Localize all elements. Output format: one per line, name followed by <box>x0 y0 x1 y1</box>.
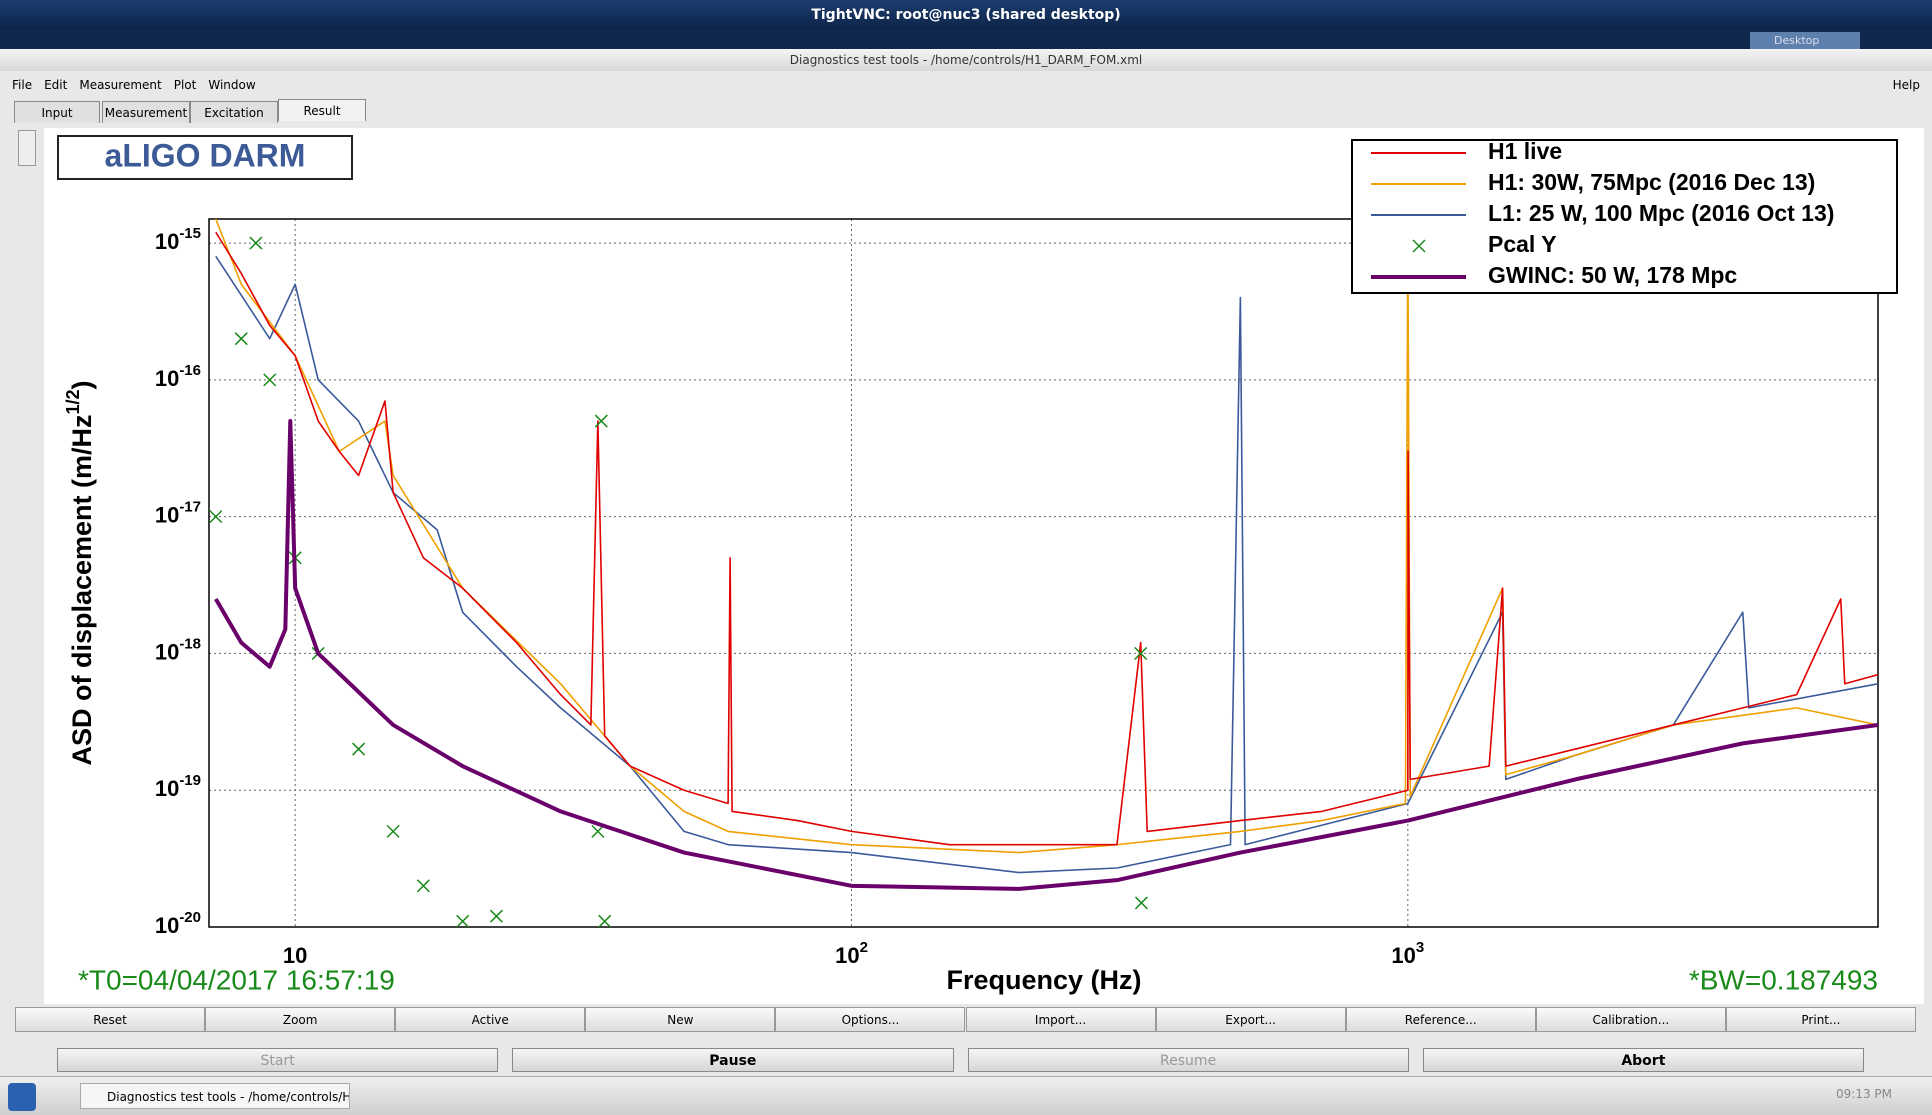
tick-label: 103 <box>1391 939 1424 967</box>
chart-title: aLIGO DARM <box>105 137 306 173</box>
tick-exponent: -20 <box>179 909 201 926</box>
title-box <box>57 135 353 180</box>
annotation: *BW=0.187493 <box>1689 964 1878 995</box>
x-axis-label: Frequency (Hz) <box>946 965 1141 995</box>
tick-base: 10 <box>155 502 179 527</box>
button[interactable]: Resume <box>967 1048 1409 1072</box>
plot-area <box>209 219 1878 927</box>
tab[interactable]: Input <box>14 101 100 123</box>
marker <box>352 742 366 756</box>
y-axis-label: ASD of displacement (m/Hz1/2) <box>63 380 97 765</box>
button[interactable]: Abort <box>1422 1048 1864 1072</box>
series-line <box>215 231 1878 846</box>
marker <box>249 236 263 250</box>
button[interactable]: Reference... <box>1345 1007 1536 1032</box>
y-label-end: ) <box>67 380 97 389</box>
y-label-exponent: 1/2 <box>63 389 83 414</box>
tick-base: 10 <box>835 943 859 968</box>
menu-item[interactable]: Window <box>208 78 256 92</box>
legend-marker <box>1412 239 1426 253</box>
marker <box>591 824 605 838</box>
taskbar-item[interactable]: Diagnostics test tools - /home/controls/… <box>80 1083 350 1109</box>
tick-exponent: 2 <box>860 939 868 956</box>
tick-label: 10 <box>283 943 307 968</box>
tick-base: 10 <box>155 776 179 801</box>
tick-label: 10-19 <box>155 773 201 801</box>
legend-label: L1: 25 W, 100 Mpc (2016 Oct 13) <box>1488 200 1834 226</box>
button[interactable]: Import... <box>965 1007 1156 1032</box>
series-line <box>214 419 1878 891</box>
clock: 09:13 PM <box>1836 1087 1892 1101</box>
tick-base: 10 <box>1391 943 1415 968</box>
tick-exponent: -18 <box>179 636 201 653</box>
menu-item[interactable]: Help <box>1892 78 1920 92</box>
tick-label: 10-20 <box>155 909 201 937</box>
series-line <box>215 255 1878 874</box>
plot-frame <box>208 218 1879 928</box>
menu-item[interactable]: File <box>12 78 33 92</box>
button[interactable]: Calibration... <box>1535 1007 1726 1032</box>
marker <box>234 332 248 346</box>
marker <box>1134 646 1148 660</box>
tick-exponent: -19 <box>179 773 201 790</box>
tick-base: 10 <box>155 639 179 664</box>
y-label-text: ASD of displacement (m/Hz <box>67 414 97 765</box>
marker <box>386 824 400 838</box>
annotation: *T0=04/04/2017 16:57:19 <box>78 964 395 995</box>
button[interactable]: Options... <box>775 1007 966 1032</box>
legend-label: H1 live <box>1488 138 1562 164</box>
menu-item[interactable]: Measurement <box>79 78 162 92</box>
tab[interactable]: Measurement <box>102 101 190 123</box>
marker <box>1134 896 1148 910</box>
marker <box>416 879 430 893</box>
button[interactable]: Active <box>395 1007 586 1032</box>
window-title: Diagnostics test tools - /home/controls/… <box>0 49 1932 71</box>
vnc-bar <box>0 30 1932 49</box>
tick-label: 102 <box>835 939 868 967</box>
series-line <box>215 219 1878 854</box>
tick-base: 10 <box>155 229 179 254</box>
button[interactable]: Reset <box>15 1007 206 1032</box>
scroll-arrows[interactable] <box>18 130 36 166</box>
button[interactable]: Zoom <box>205 1007 396 1032</box>
tab[interactable]: Result <box>278 99 366 121</box>
vnc-title: TightVNC: root@nuc3 (shared desktop) <box>0 0 1932 30</box>
marker <box>489 909 503 923</box>
taskbar: Diagnostics test tools - /home/controls/… <box>0 1076 1932 1115</box>
menu-item[interactable]: Plot <box>173 78 197 92</box>
menu-bar: File Edit Measurement Plot Window Help <box>0 74 1932 96</box>
button[interactable]: Print... <box>1725 1007 1916 1032</box>
tick-label: 10-16 <box>155 362 201 390</box>
marker <box>209 510 223 524</box>
marker <box>456 914 470 927</box>
marker <box>263 373 277 387</box>
menu-item[interactable]: Edit <box>44 78 68 92</box>
tick-exponent: -15 <box>179 226 201 243</box>
desktop-button[interactable]: Desktop <box>1750 32 1860 49</box>
tick-exponent: -16 <box>179 362 201 379</box>
chart: aLIGO DARM Frequency (Hz) ASD of displac… <box>44 128 1924 1004</box>
button[interactable]: Export... <box>1155 1007 1346 1032</box>
marker <box>598 914 612 927</box>
marker <box>594 414 608 428</box>
tick-base: 10 <box>155 366 179 391</box>
button[interactable]: Pause <box>512 1048 954 1072</box>
legend-label: Pcal Y <box>1488 231 1557 257</box>
button[interactable]: Start <box>57 1048 499 1072</box>
tick-base: 10 <box>155 913 179 938</box>
tick-label: 10-17 <box>155 499 201 527</box>
start-menu[interactable] <box>8 1083 36 1111</box>
legend-label: H1: 30W, 75Mpc (2016 Dec 13) <box>1488 169 1815 195</box>
tick-exponent: 3 <box>1416 939 1424 956</box>
tick-label: 10-15 <box>155 226 201 254</box>
legend-box <box>1351 139 1898 294</box>
legend-label: GWINC: 50 W, 178 Mpc <box>1488 262 1737 288</box>
tick-exponent: -17 <box>179 499 201 516</box>
tick-label: 10-18 <box>155 636 201 664</box>
tab[interactable]: Excitation <box>190 101 278 123</box>
button[interactable]: New <box>585 1007 776 1032</box>
